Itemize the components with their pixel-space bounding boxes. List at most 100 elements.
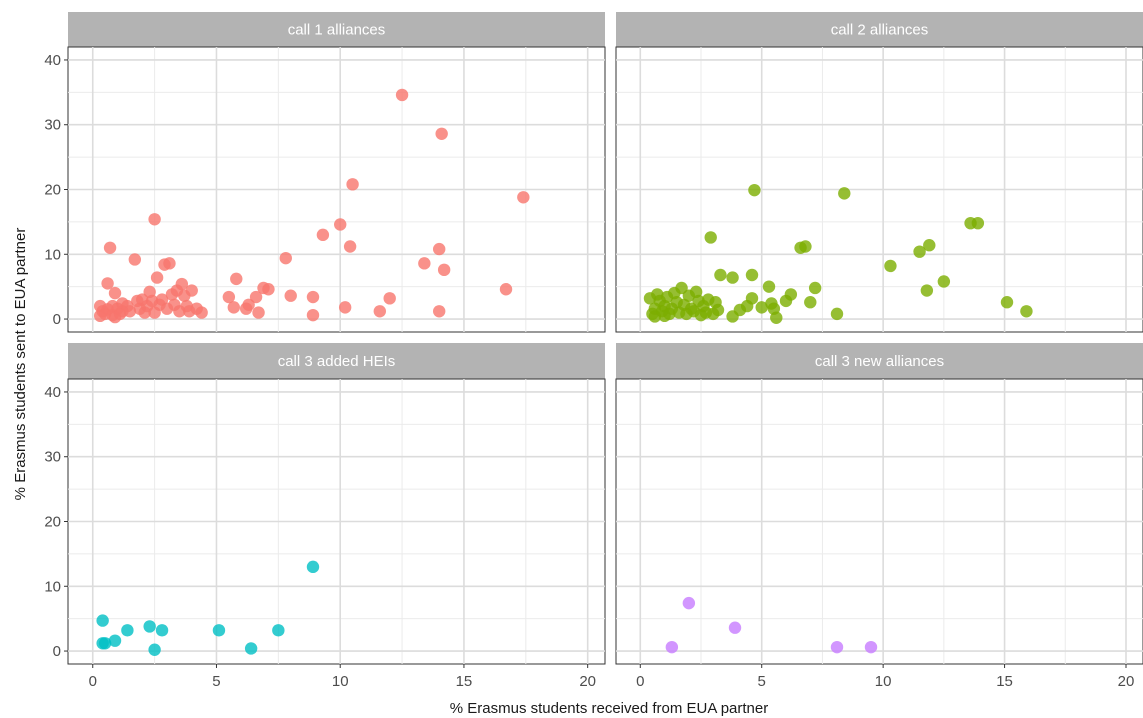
y-tick-label: 10 [44, 246, 61, 263]
data-point [346, 178, 359, 191]
panel-strip-label: call 2 alliances [831, 22, 929, 39]
x-tick-label: 5 [212, 673, 220, 690]
panel-strip-label: call 3 new alliances [815, 353, 944, 370]
data-point [272, 624, 285, 637]
panel-1: call 1 alliances [67, 12, 606, 333]
panel-2: call 2 alliances [615, 12, 1143, 333]
data-point [804, 296, 817, 309]
data-point [864, 640, 878, 654]
data-point [971, 216, 985, 230]
data-point [108, 634, 122, 647]
data-point [435, 127, 448, 140]
x-tick-label: 10 [875, 673, 892, 690]
data-point [799, 240, 812, 253]
panel-strip-label: call 1 alliances [288, 22, 386, 39]
data-point [762, 280, 776, 293]
data-point [121, 624, 134, 637]
x-axis: 0 5 10 15 20 0 5 10 15 20 [89, 664, 1135, 690]
panel-4: call 3 new alliances [615, 343, 1143, 665]
x-tick-label: 10 [332, 673, 349, 690]
data-point [395, 88, 409, 102]
data-point [432, 242, 446, 256]
panel-strip [616, 12, 1143, 47]
data-point [306, 560, 320, 574]
x-tick-label: 20 [1118, 673, 1135, 690]
panel-strip [616, 343, 1143, 379]
y-tick-label: 30 [44, 117, 61, 134]
data-point [937, 275, 951, 288]
data-point [155, 624, 169, 637]
data-point [150, 271, 164, 284]
data-point [726, 271, 739, 284]
data-point [98, 637, 112, 650]
data-point [227, 301, 241, 314]
data-point [748, 183, 761, 197]
data-point [675, 281, 688, 295]
x-tick-label: 15 [996, 673, 1013, 690]
data-point [808, 281, 822, 295]
data-point [682, 596, 696, 610]
data-point [728, 621, 742, 634]
data-point [711, 303, 725, 317]
data-point [143, 620, 156, 633]
x-tick-label: 5 [758, 673, 766, 690]
data-point [230, 272, 243, 286]
data-point [745, 268, 759, 282]
data-point [383, 292, 396, 305]
data-point [755, 301, 768, 314]
data-point [704, 231, 717, 244]
y-tick-label: 20 [44, 182, 61, 199]
data-point [418, 257, 431, 270]
y-tick-label: 30 [44, 449, 61, 466]
data-point [249, 290, 263, 304]
data-point [185, 284, 198, 297]
data-point [1000, 296, 1014, 309]
y-axis: 0 10 20 30 40 0 10 20 30 40 [44, 52, 68, 660]
panels-layer: call 1 alliances call 2 alliances call 3 a… [67, 12, 1143, 665]
panel-strip-label: call 3 added HEIs [278, 353, 396, 370]
data-point [108, 286, 122, 300]
data-point [155, 293, 169, 306]
data-point [101, 277, 114, 290]
data-point [830, 307, 844, 321]
data-point [517, 191, 530, 204]
data-point [128, 253, 142, 266]
y-tick-label: 20 [44, 514, 61, 531]
data-point [745, 292, 759, 305]
data-point [770, 311, 783, 324]
x-tick-label: 15 [456, 673, 473, 690]
x-tick-label: 20 [579, 673, 596, 690]
data-point [714, 268, 727, 282]
data-point [432, 305, 446, 318]
x-tick-label: 0 [89, 673, 97, 690]
data-point [830, 640, 844, 654]
data-point [148, 213, 161, 226]
data-point [222, 290, 236, 304]
panel-strip [68, 12, 605, 47]
data-point [913, 245, 926, 258]
data-point [923, 239, 936, 252]
data-point [96, 614, 109, 627]
data-point [338, 301, 352, 314]
data-point [252, 306, 265, 319]
data-point [262, 283, 275, 296]
data-point [306, 308, 320, 322]
data-point [784, 288, 798, 301]
data-point [242, 298, 255, 311]
data-point [148, 643, 161, 656]
y-tick-label: 0 [53, 311, 61, 328]
data-point [920, 284, 934, 297]
data-point [212, 624, 226, 637]
data-point [123, 305, 137, 318]
data-point [306, 290, 320, 304]
x-tick-label: 0 [636, 673, 644, 690]
x-axis-title: % Erasmus students received from EUA par… [450, 700, 768, 717]
data-point [499, 283, 513, 296]
data-point [279, 251, 292, 265]
data-point [838, 187, 851, 200]
data-point [343, 240, 357, 253]
data-point [103, 241, 117, 254]
data-point [373, 305, 387, 318]
data-point [175, 277, 189, 291]
